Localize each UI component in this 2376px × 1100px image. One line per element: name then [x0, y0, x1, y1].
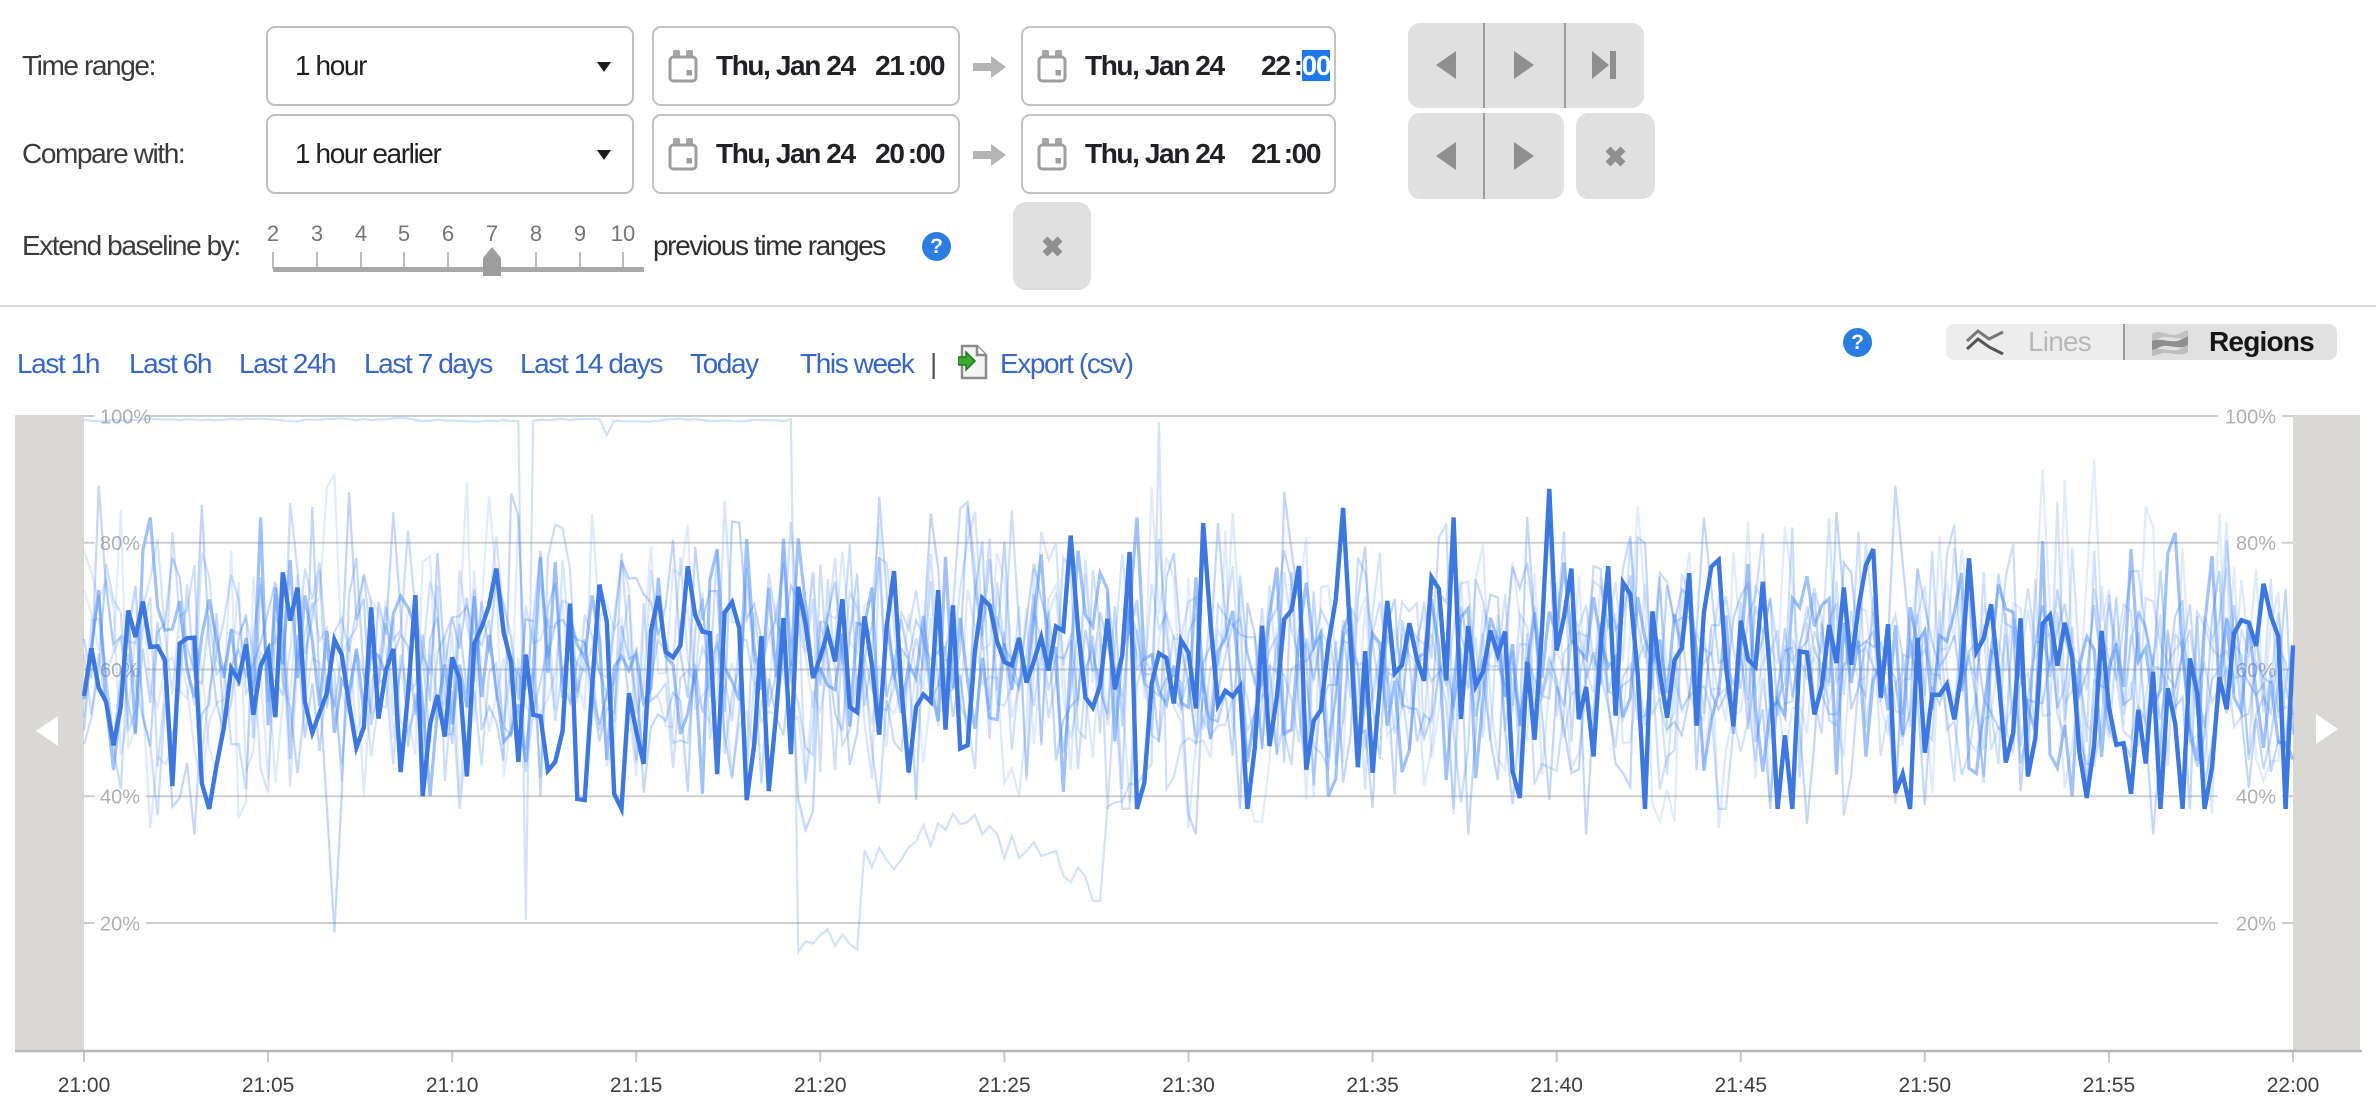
svg-text:21:20: 21:20: [794, 1074, 847, 1097]
svg-text:80%: 80%: [100, 533, 140, 555]
svg-text:20%: 20%: [2236, 914, 2276, 936]
svg-text:21:35: 21:35: [1346, 1074, 1399, 1097]
svg-text:21:45: 21:45: [1715, 1074, 1768, 1097]
svg-text:21:55: 21:55: [2083, 1074, 2136, 1097]
svg-text:21:30: 21:30: [1162, 1074, 1215, 1097]
svg-text:21:10: 21:10: [426, 1074, 479, 1097]
svg-text:21:40: 21:40: [1530, 1074, 1583, 1097]
svg-text:21:05: 21:05: [242, 1074, 295, 1097]
svg-text:20%: 20%: [100, 914, 140, 936]
svg-text:100%: 100%: [100, 407, 151, 429]
svg-text:21:15: 21:15: [610, 1074, 663, 1097]
svg-text:21:50: 21:50: [1899, 1074, 1952, 1097]
svg-text:21:25: 21:25: [978, 1074, 1031, 1097]
svg-text:40%: 40%: [2236, 787, 2276, 809]
svg-text:40%: 40%: [100, 787, 140, 809]
svg-text:100%: 100%: [2225, 407, 2276, 429]
svg-text:22:00: 22:00: [2267, 1074, 2320, 1097]
svg-text:21:00: 21:00: [58, 1074, 111, 1097]
svg-text:80%: 80%: [2236, 533, 2276, 555]
